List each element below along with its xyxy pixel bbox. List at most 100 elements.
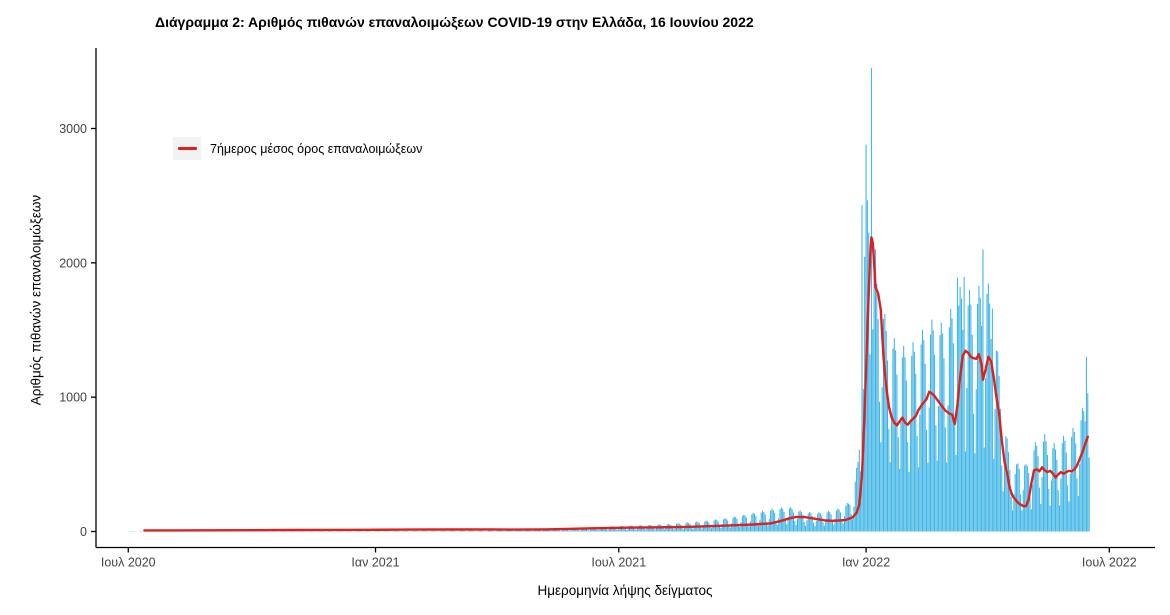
bar	[1030, 509, 1032, 532]
bar	[1084, 421, 1086, 532]
bar	[405, 530, 407, 532]
bar	[887, 360, 889, 532]
bar	[790, 507, 792, 532]
bar	[661, 525, 663, 532]
bar	[997, 351, 999, 532]
bar	[709, 526, 711, 532]
bar	[442, 530, 444, 532]
bar	[338, 531, 340, 532]
bar	[478, 530, 480, 532]
bar	[624, 528, 626, 532]
bar	[518, 530, 520, 532]
bar	[530, 530, 532, 532]
bar	[384, 530, 386, 532]
x-tick-label: Ιουλ 2020	[101, 556, 156, 570]
bar	[517, 530, 519, 532]
bar	[925, 429, 928, 532]
bar	[616, 530, 618, 532]
y-tick-label: 2000	[59, 256, 87, 270]
bar	[557, 529, 559, 532]
bar	[610, 526, 612, 532]
bar	[986, 293, 988, 532]
bar	[482, 530, 484, 532]
bar	[1042, 441, 1044, 532]
bar	[552, 530, 554, 532]
bar	[889, 462, 891, 532]
bar	[481, 530, 483, 532]
bar	[822, 522, 824, 532]
bar	[595, 528, 597, 532]
bar	[422, 530, 424, 532]
bar	[771, 508, 773, 532]
bar	[858, 449, 860, 532]
bar	[878, 401, 880, 532]
bar	[760, 512, 762, 532]
bar	[807, 513, 809, 532]
bar	[795, 524, 797, 532]
bar	[873, 248, 875, 532]
bar	[498, 530, 500, 532]
bar	[596, 529, 598, 532]
x-tick-label: Ιουλ 2022	[1082, 556, 1137, 570]
bar	[762, 510, 764, 532]
bar	[805, 525, 807, 532]
bar	[882, 319, 885, 532]
bar	[856, 467, 858, 532]
bar	[598, 530, 600, 532]
bar	[744, 515, 746, 532]
bar	[670, 525, 672, 532]
bar	[811, 515, 813, 532]
bar	[848, 503, 850, 532]
bar	[830, 514, 832, 532]
bar	[1045, 441, 1047, 532]
bar	[486, 530, 488, 532]
bar	[927, 462, 929, 532]
bar	[720, 527, 722, 532]
bar	[469, 530, 471, 532]
bar	[876, 283, 878, 532]
bar	[516, 530, 518, 532]
bar	[495, 530, 497, 532]
bar	[778, 518, 780, 532]
bar	[561, 530, 563, 532]
bar	[776, 524, 778, 532]
bar	[802, 515, 804, 532]
bar	[983, 447, 985, 532]
bar	[1061, 443, 1063, 532]
bar	[794, 520, 796, 532]
bar	[884, 313, 886, 532]
bar	[817, 513, 819, 532]
bar	[376, 530, 378, 532]
bar	[944, 427, 946, 532]
bar	[971, 334, 973, 532]
bar	[966, 387, 968, 532]
bar	[576, 529, 578, 532]
bar	[608, 528, 610, 532]
bar	[1056, 459, 1058, 532]
bar	[825, 519, 827, 532]
bar	[1020, 494, 1022, 532]
bar	[1057, 490, 1059, 532]
bar	[901, 357, 903, 532]
bar	[737, 524, 739, 532]
bar	[435, 530, 437, 532]
bar	[655, 527, 657, 532]
bar	[540, 530, 542, 532]
bar	[900, 421, 902, 532]
bar	[768, 519, 770, 532]
bar	[888, 429, 890, 532]
bar	[1007, 452, 1010, 532]
bar	[775, 520, 777, 532]
bar	[1025, 464, 1027, 532]
bar	[1037, 456, 1039, 532]
bar	[938, 406, 940, 532]
bar	[1052, 448, 1054, 532]
bar	[1063, 435, 1065, 532]
bar	[892, 348, 894, 532]
bar	[947, 405, 949, 532]
bar	[936, 460, 938, 532]
bar	[671, 528, 674, 532]
bar	[818, 512, 820, 532]
bar	[780, 507, 782, 532]
bar	[460, 530, 463, 532]
